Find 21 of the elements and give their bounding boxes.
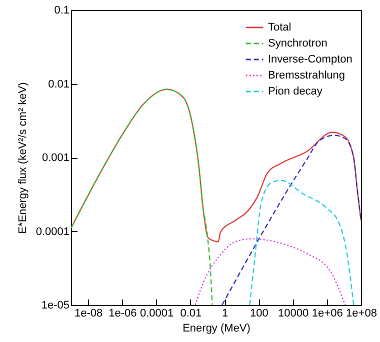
legend-label: Pion decay — [268, 86, 323, 98]
legend-label: Total — [268, 22, 292, 34]
x-tick-label: 0.01 — [180, 308, 202, 320]
y-tick-label: 1e-05 — [41, 300, 70, 312]
x-tick-label: 1e+08 — [346, 308, 377, 320]
legend-label: Synchrotron — [268, 38, 328, 50]
x-tick-label: 10000 — [278, 308, 309, 320]
x-tick-label: 1e-06 — [108, 308, 137, 320]
x-tick-label: 1 — [222, 308, 228, 320]
legend-label: Inverse-Compton — [268, 54, 352, 66]
x-tick-label: 100 — [250, 308, 268, 320]
y-axis-title: E*Energy flux (keV²/s cm² keV) — [16, 82, 29, 234]
x-tick-label: 1e-08 — [74, 308, 103, 320]
x-tick-label: 1e+06 — [312, 308, 343, 320]
y-tick-label: 0.1 — [54, 4, 70, 16]
legend-label: Bremsstrahlung — [268, 70, 346, 82]
x-axis-title: Energy (MeV) — [182, 322, 250, 334]
y-tick-label: 0.01 — [48, 78, 70, 90]
y-tick-label: 0.0001 — [36, 226, 70, 238]
y-tick-label: 0.001 — [42, 152, 70, 164]
x-tick-label: 0.0001 — [140, 308, 174, 320]
